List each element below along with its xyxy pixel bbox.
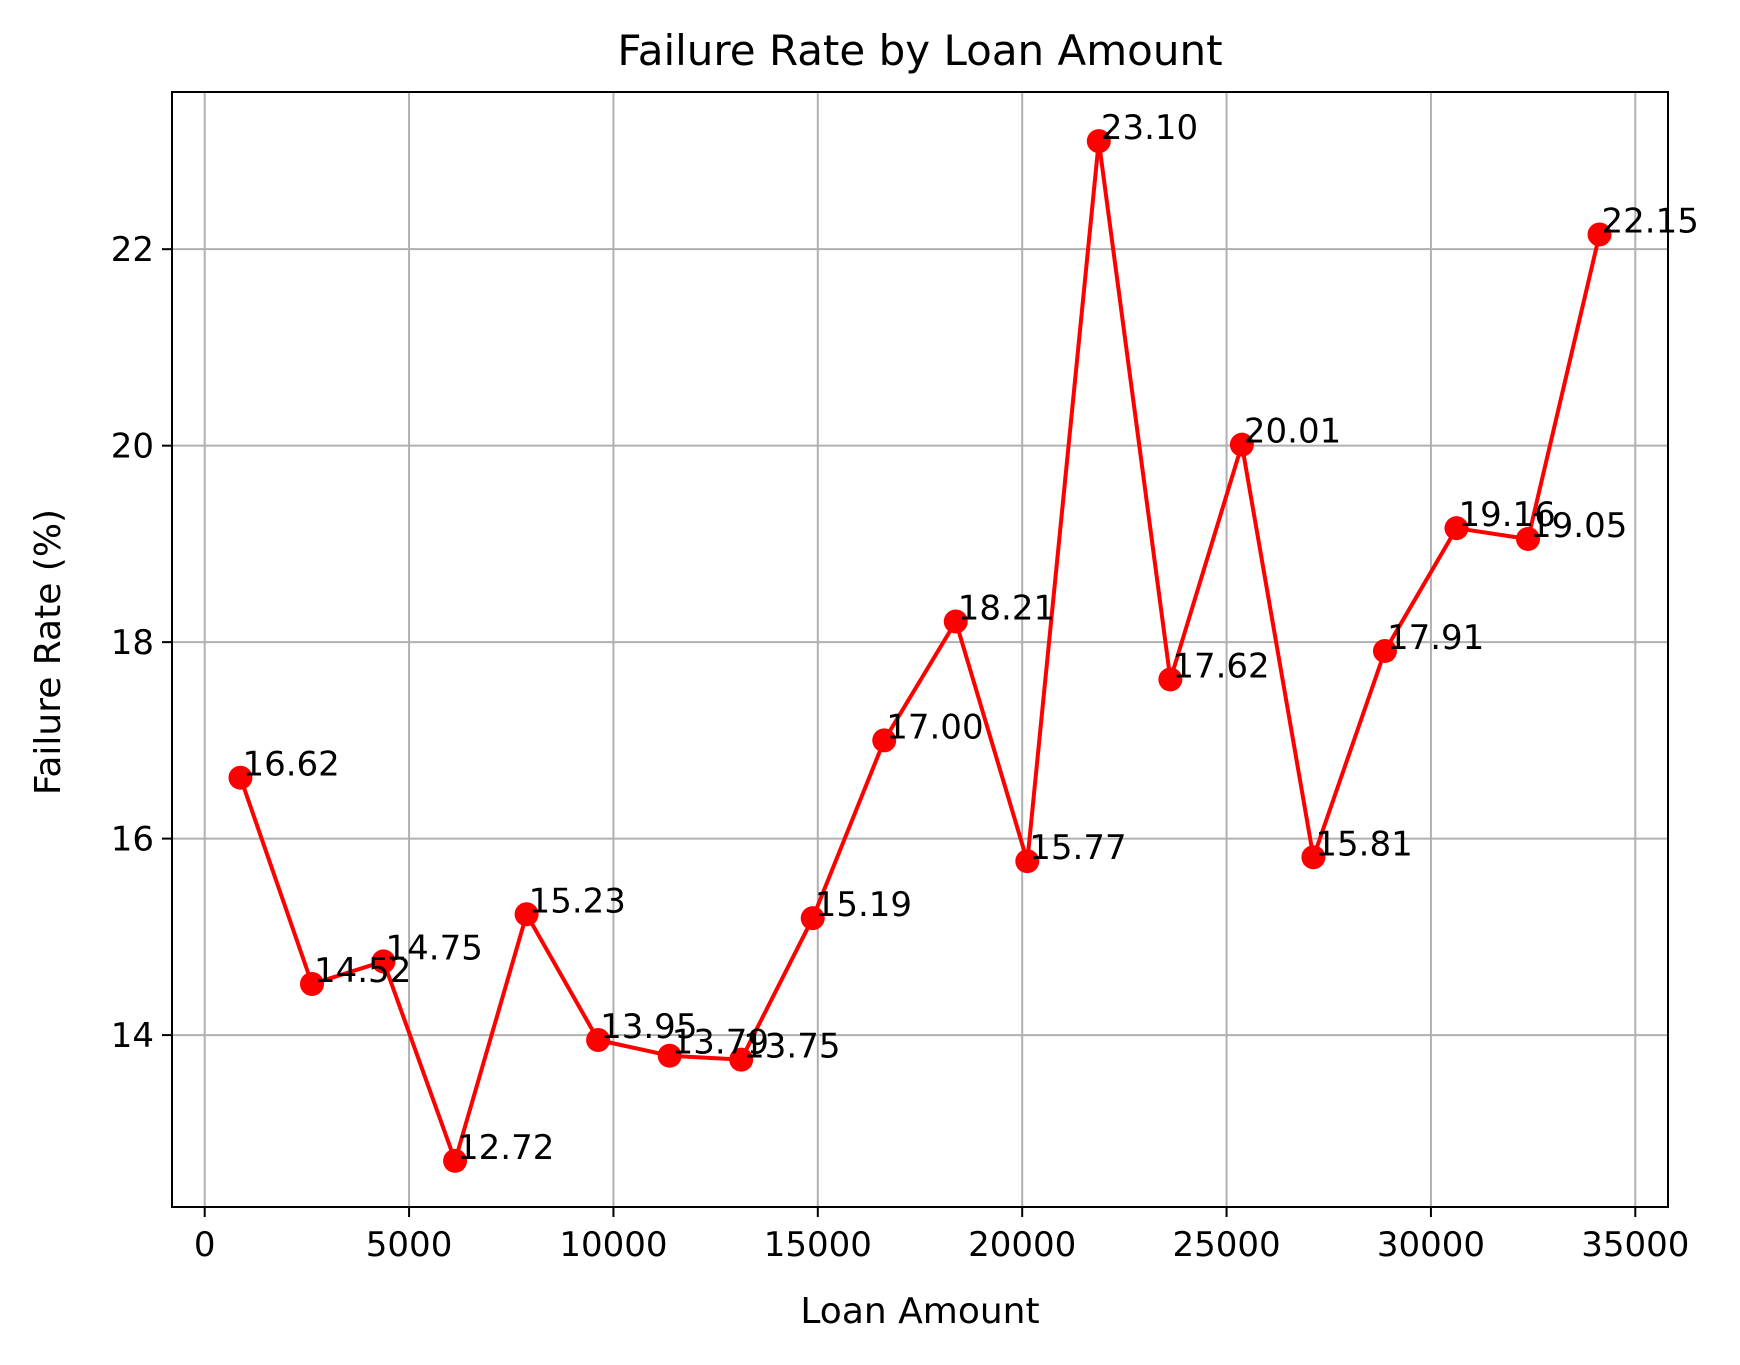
data-point — [1158, 667, 1183, 692]
data-point — [729, 1047, 754, 1072]
y-tick-label: 16 — [111, 820, 154, 860]
data-point-label: 18.21 — [958, 589, 1055, 629]
x-tick-label: 30000 — [1377, 1225, 1485, 1265]
data-point-label: 15.23 — [529, 881, 626, 921]
data-point-label: 14.75 — [386, 928, 483, 968]
data-point-label: 17.62 — [1172, 646, 1269, 686]
data-point — [586, 1027, 611, 1052]
data-point — [299, 972, 324, 996]
data-point — [1444, 516, 1469, 541]
x-axis-ticks: 0 5000 10000 15000 20000 25000 30000 35000 — [194, 1207, 1689, 1265]
data-point — [1301, 845, 1326, 870]
y-axis-title: Failure Rate (%) — [28, 509, 69, 795]
chart-title: Failure Rate by Loan Amount — [617, 26, 1222, 75]
data-point-label: 23.10 — [1101, 108, 1198, 148]
data-point-label: 16.62 — [242, 745, 339, 785]
data-series — [228, 129, 1612, 1173]
data-point — [872, 728, 897, 753]
data-point — [1587, 222, 1612, 247]
data-point-label: 12.72 — [457, 1128, 554, 1168]
x-tick-label: 25000 — [1172, 1225, 1280, 1265]
data-point-label: 13.79 — [672, 1023, 769, 1063]
data-point — [943, 609, 968, 634]
x-tick-label: 0 — [194, 1225, 216, 1265]
y-tick-label: 20 — [111, 427, 154, 467]
data-point-label: 20.01 — [1244, 412, 1341, 452]
plot-area-frame — [171, 91, 1669, 1208]
data-point-label: 14.52 — [314, 951, 411, 991]
data-point-label: 17.91 — [1387, 618, 1484, 658]
data-point-label: 19.05 — [1530, 506, 1627, 546]
data-point — [1516, 526, 1541, 551]
y-tick-label: 14 — [111, 1016, 154, 1056]
series-line — [238, 139, 1602, 1163]
data-point-label: 15.19 — [815, 885, 912, 925]
data-point-label: 13.95 — [600, 1007, 697, 1047]
data-point-label: 22.15 — [1602, 201, 1699, 241]
data-point — [514, 902, 539, 927]
data-point-label: 19.16 — [1458, 495, 1555, 535]
x-tick-label: 20000 — [968, 1225, 1076, 1265]
data-point-label: 17.00 — [886, 707, 983, 747]
y-tick-label: 18 — [111, 623, 154, 663]
data-point — [1015, 849, 1040, 874]
x-tick-label: 10000 — [559, 1225, 667, 1265]
data-point — [371, 949, 396, 974]
data-point — [800, 906, 825, 931]
data-point — [657, 1043, 682, 1068]
x-tick-label: 35000 — [1581, 1225, 1689, 1265]
y-tick-label: 22 — [111, 230, 154, 270]
y-axis-ticks: 14 16 18 20 22 — [111, 230, 172, 1056]
x-tick-label: 5000 — [366, 1225, 453, 1265]
data-point — [1086, 129, 1111, 154]
grid-lines — [172, 92, 1668, 1207]
x-tick-label: 15000 — [764, 1225, 872, 1265]
data-point-label: 15.77 — [1029, 828, 1126, 868]
x-axis-title: Loan Amount — [800, 1291, 1039, 1332]
data-point-label: 15.81 — [1315, 824, 1412, 864]
data-point — [1372, 638, 1397, 663]
data-point-label: 13.75 — [743, 1027, 840, 1067]
data-point — [1229, 432, 1254, 457]
data-point — [228, 765, 253, 790]
data-point — [443, 1148, 468, 1173]
